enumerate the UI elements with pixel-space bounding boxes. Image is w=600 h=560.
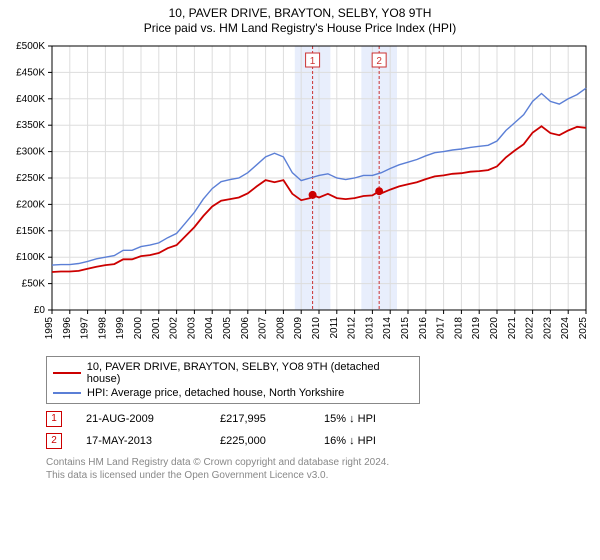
- legend-label: HPI: Average price, detached house, Nort…: [87, 387, 344, 399]
- sale-delta: 16% ↓ HPI: [324, 435, 376, 447]
- svg-text:2013: 2013: [364, 317, 375, 340]
- sale-marker-box: 1: [46, 411, 62, 427]
- chart-title: 10, PAVER DRIVE, BRAYTON, SELBY, YO8 9TH…: [8, 6, 592, 36]
- svg-text:£500K: £500K: [16, 41, 45, 52]
- sales-table: 1 21-AUG-2009 £217,995 15% ↓ HPI 2 17-MAY-201…: [46, 408, 592, 452]
- svg-text:2018: 2018: [453, 317, 464, 340]
- svg-text:2020: 2020: [489, 317, 500, 340]
- sale-row: 1 21-AUG-2009 £217,995 15% ↓ HPI: [46, 408, 592, 430]
- legend: 10, PAVER DRIVE, BRAYTON, SELBY, YO8 9TH…: [46, 356, 420, 404]
- svg-text:£300K: £300K: [16, 147, 45, 158]
- svg-text:2: 2: [376, 56, 382, 67]
- footer-line-1: Contains HM Land Registry data © Crown c…: [46, 456, 592, 469]
- svg-text:2023: 2023: [542, 317, 553, 340]
- svg-text:1995: 1995: [44, 317, 55, 340]
- sale-price: £217,995: [220, 413, 300, 425]
- svg-text:£50K: £50K: [22, 279, 46, 290]
- legend-swatch: [53, 392, 81, 394]
- svg-text:2002: 2002: [169, 317, 180, 340]
- svg-text:£200K: £200K: [16, 199, 45, 210]
- svg-text:2007: 2007: [258, 317, 269, 340]
- svg-text:1998: 1998: [97, 317, 108, 340]
- svg-text:1996: 1996: [62, 317, 73, 340]
- svg-text:1997: 1997: [80, 317, 91, 340]
- svg-text:£0: £0: [34, 305, 46, 316]
- sale-marker-box: 2: [46, 433, 62, 449]
- svg-text:2000: 2000: [133, 317, 144, 340]
- svg-text:2024: 2024: [560, 317, 571, 340]
- chart-area: £0 £50K £100K £150K £200K £250K £300K £350K £400…: [8, 40, 592, 350]
- title-line-2: Price paid vs. HM Land Registry's House …: [8, 21, 592, 36]
- svg-text:1: 1: [310, 56, 316, 67]
- sale-row: 2 17-MAY-2013 £225,000 16% ↓ HPI: [46, 430, 592, 452]
- svg-text:2011: 2011: [329, 317, 340, 339]
- svg-text:2014: 2014: [382, 317, 393, 340]
- sale-date: 21-AUG-2009: [86, 413, 196, 425]
- svg-text:2015: 2015: [400, 317, 411, 340]
- svg-text:£400K: £400K: [16, 94, 45, 105]
- svg-text:2008: 2008: [275, 317, 286, 340]
- legend-label: 10, PAVER DRIVE, BRAYTON, SELBY, YO8 9TH…: [87, 361, 413, 385]
- svg-text:2019: 2019: [471, 317, 482, 340]
- svg-text:2006: 2006: [240, 317, 251, 340]
- svg-text:2010: 2010: [311, 317, 322, 340]
- svg-text:£150K: £150K: [16, 226, 45, 237]
- legend-item: HPI: Average price, detached house, Nort…: [53, 386, 413, 400]
- svg-text:2001: 2001: [151, 317, 162, 340]
- sale-date: 17-MAY-2013: [86, 435, 196, 447]
- svg-text:£250K: £250K: [16, 173, 45, 184]
- footer-attribution: Contains HM Land Registry data © Crown c…: [46, 456, 592, 482]
- svg-text:£350K: £350K: [16, 120, 45, 131]
- line-chart: £0 £50K £100K £150K £200K £250K £300K £350K £400…: [8, 40, 592, 350]
- svg-text:2022: 2022: [525, 317, 536, 340]
- legend-swatch: [53, 372, 81, 374]
- svg-text:1999: 1999: [115, 317, 126, 340]
- svg-text:2004: 2004: [204, 317, 215, 340]
- svg-text:£100K: £100K: [16, 252, 45, 263]
- sale-price: £225,000: [220, 435, 300, 447]
- svg-text:£450K: £450K: [16, 67, 45, 78]
- svg-text:2017: 2017: [436, 317, 447, 340]
- svg-text:2012: 2012: [347, 317, 358, 340]
- title-line-1: 10, PAVER DRIVE, BRAYTON, SELBY, YO8 9TH: [8, 6, 592, 21]
- svg-text:2005: 2005: [222, 317, 233, 340]
- svg-text:2003: 2003: [186, 317, 197, 340]
- svg-text:2021: 2021: [507, 317, 518, 340]
- svg-text:2025: 2025: [578, 317, 589, 340]
- sale-delta: 15% ↓ HPI: [324, 413, 376, 425]
- legend-item: 10, PAVER DRIVE, BRAYTON, SELBY, YO8 9TH…: [53, 360, 413, 386]
- svg-text:2009: 2009: [293, 317, 304, 340]
- svg-text:2016: 2016: [418, 317, 429, 340]
- footer-line-2: This data is licensed under the Open Gov…: [46, 469, 592, 482]
